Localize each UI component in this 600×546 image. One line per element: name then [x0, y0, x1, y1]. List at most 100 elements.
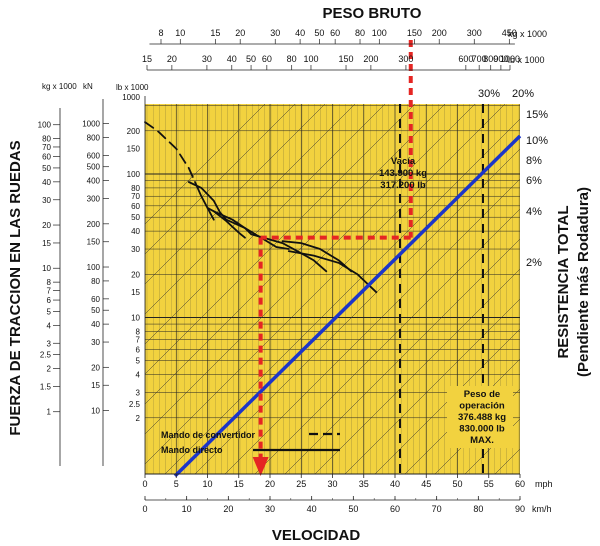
top-kg-unit: kg x 1000 [508, 29, 547, 39]
kn-tick-label: 10 [91, 407, 100, 416]
kmh-tick-label: 50 [348, 504, 358, 514]
grade-label: 4% [526, 206, 542, 218]
grade-diagonal [145, 104, 416, 375]
rimpull-curve-gear-1 [144, 121, 196, 183]
grade-diagonal [145, 104, 296, 255]
empty-lb: 317.200 lb [380, 180, 426, 191]
top-lb-tick-label: 40 [227, 54, 237, 64]
top-lb-tick-label: 50 [246, 54, 256, 64]
kg-tick-label: 40 [42, 178, 51, 187]
kg-tick-label: 30 [42, 196, 51, 205]
grade-label: 20% [512, 88, 534, 100]
empty-kg: 143.900 kg [379, 168, 427, 179]
lb-tick-label: 40 [131, 227, 140, 236]
mph-tick-label: 40 [390, 479, 400, 489]
grade-diagonal [145, 104, 326, 285]
x-axis-title: VELOCIDAD [272, 527, 361, 544]
right-axis-subtitle: (Pendiente más Rodadura) [575, 187, 592, 377]
lb-tick-label: 2 [136, 414, 141, 423]
kn-tick-label: 200 [87, 220, 101, 229]
lb-tick-label: 200 [127, 127, 141, 136]
top-kg-tick-label: 200 [432, 28, 447, 38]
top-lb-tick-label: 600 [458, 54, 473, 64]
lb-tick-label: 20 [131, 270, 140, 279]
top-kg-tick-label: 20 [235, 28, 245, 38]
kn-tick-label: 15 [91, 381, 100, 390]
right-axis-title: RESISTENCIA TOTAL [555, 205, 572, 358]
mph-tick-label: 10 [202, 479, 212, 489]
lb-tick-label: 70 [131, 192, 140, 201]
top-kg-tick-label: 10 [175, 28, 185, 38]
lb-tick-label: 6 [136, 345, 141, 354]
kn-tick-label: 50 [91, 306, 100, 315]
kn-unit-label: kN [83, 82, 93, 91]
top-kg-tick-label: 150 [407, 28, 422, 38]
loaded-label-3: 830.000 lb [459, 424, 505, 435]
top-lb-tick-label: 1000 [500, 54, 520, 64]
kn-tick-label: 60 [91, 295, 100, 304]
top-kg-tick-label: 60 [330, 28, 340, 38]
grade-diagonal [254, 208, 520, 474]
top-lb-tick-label: 200 [363, 54, 378, 64]
grade-diagonal [164, 118, 520, 474]
lb-tick-label: 60 [131, 202, 140, 211]
grade-diagonal [314, 268, 520, 474]
lb-tick-label: 3 [136, 389, 141, 398]
top-kg-tick-label: 100 [372, 28, 387, 38]
kg-tick-label: 50 [42, 164, 51, 173]
kg-tick-label: 5 [47, 307, 52, 316]
kmh-tick-label: 30 [265, 504, 275, 514]
grade-label: 15% [526, 109, 548, 121]
grade-label: 6% [526, 175, 542, 187]
grade-label: 8% [526, 155, 542, 167]
kn-tick-label: 100 [87, 263, 101, 272]
lb-tick-label: 150 [127, 145, 141, 154]
kn-tick-label: 30 [91, 338, 100, 347]
kn-tick-label: 80 [91, 277, 100, 286]
legend-direct-label: Mando directo [161, 445, 223, 455]
lb-tick-label: 15 [131, 288, 140, 297]
loaded-label-1: operación [459, 401, 505, 412]
loaded-label-bg [447, 386, 513, 448]
example-path [252, 40, 413, 476]
top-lb-unit: lb x 1000 [508, 55, 545, 65]
top-kg-tick-label: 450 [502, 28, 517, 38]
example-arrow [252, 457, 269, 476]
grade-diagonal [145, 104, 386, 345]
lb-tick-label: 100 [127, 170, 141, 179]
kg-unit-label: kg x 1000 [42, 82, 77, 91]
lb-tick-label: 7 [136, 336, 141, 345]
kn-tick-label: 600 [87, 151, 101, 160]
grade-diagonal [145, 104, 446, 405]
kg-tick-label: 2.5 [40, 351, 52, 360]
top-kg-tick-label: 50 [314, 28, 324, 38]
grade-diagonal [145, 104, 476, 435]
top-kg-tick-label: 30 [270, 28, 280, 38]
lb-tick-label: 2.5 [129, 400, 141, 409]
grade-diagonal [145, 104, 506, 465]
grade-diagonal [145, 104, 356, 315]
lb-tick-label: 80 [131, 184, 140, 193]
mph-tick-label: 60 [515, 479, 525, 489]
top-lb-tick-label: 900 [493, 54, 508, 64]
kmh-tick-label: 70 [432, 504, 442, 514]
top-lb-tick-label: 20 [167, 54, 177, 64]
kn-tick-label: 500 [87, 163, 101, 172]
lb-tick-label: 5 [136, 357, 141, 366]
kg-tick-label: 4 [47, 321, 52, 330]
top-kg-tick-label: 15 [210, 28, 220, 38]
top-lb-tick-label: 300 [398, 54, 413, 64]
grade-diagonal [344, 298, 520, 474]
rimpull-curve-gear-8 [287, 250, 378, 294]
kmh-tick-label: 40 [307, 504, 317, 514]
top-kg-tick-label: 300 [467, 28, 482, 38]
rimpull-curve-gear-7 [281, 240, 353, 273]
rimpull-curve-gear-1 [194, 181, 215, 221]
top-lb-tick-label: 60 [262, 54, 272, 64]
mph-tick-label: 50 [452, 479, 462, 489]
kg-tick-label: 100 [38, 121, 52, 130]
kg-tick-label: 60 [42, 153, 51, 162]
kg-tick-label: 10 [42, 264, 51, 273]
